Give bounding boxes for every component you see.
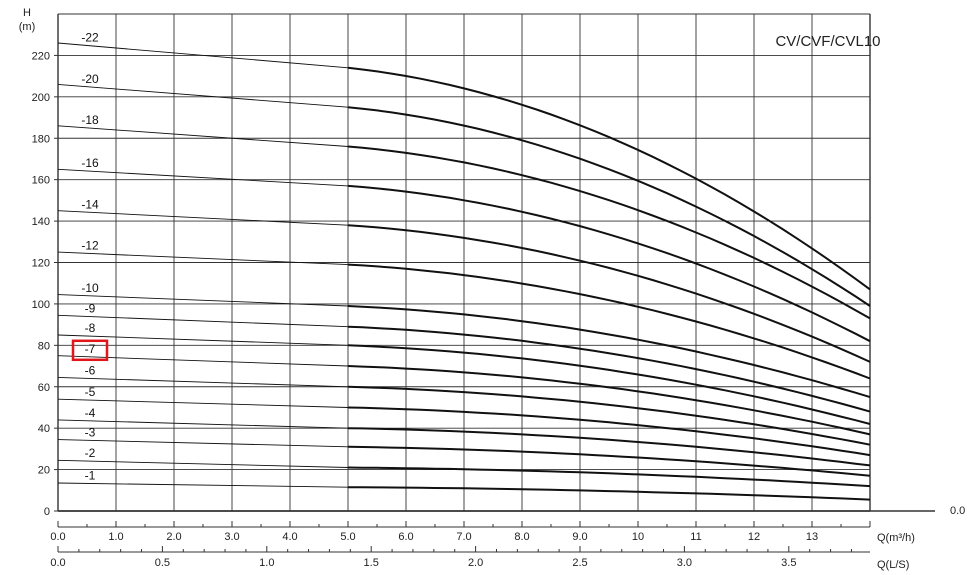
- curve-label-n5: -5: [85, 385, 96, 399]
- curve-n4: [347, 427, 871, 467]
- curve-n7: [347, 365, 871, 436]
- curve-label-n10: -10: [81, 281, 99, 295]
- curve-n12: [347, 263, 871, 380]
- curve-label-n1: -1: [85, 469, 96, 483]
- curve-label-n16: -16: [81, 156, 99, 170]
- x-tick-label-m3h: 5.0: [340, 531, 355, 543]
- y-tick-label: 120: [32, 258, 50, 270]
- y-tick-label: 40: [38, 423, 50, 435]
- curve-low-flow-n8: [57, 334, 349, 346]
- x-tick-label-ls: 2.5: [572, 557, 587, 569]
- curve-low-flow-n9: [57, 314, 349, 328]
- x-tick-label-m3h: 7.0: [456, 531, 471, 543]
- curve-low-flow-n3: [57, 439, 349, 448]
- x-tick-label-m3h: 4.0: [282, 531, 297, 543]
- curve-low-flow-n14: [57, 210, 349, 226]
- curve-n3: [347, 445, 871, 477]
- curve-n10: [347, 305, 871, 399]
- curve-low-flow-n1: [57, 482, 349, 488]
- x-tick-label-ls: 0.5: [155, 557, 170, 569]
- curve-n9: [347, 325, 871, 413]
- y-tick-label: 60: [38, 382, 50, 394]
- x-tick-label-m3h: 1.0: [108, 531, 123, 543]
- curves: [57, 42, 871, 501]
- curve-n14: [347, 224, 871, 363]
- curve-label-n8: -8: [85, 321, 96, 335]
- curve-n2: [347, 466, 871, 488]
- curve-n6: [347, 385, 871, 446]
- y-tick-label: 80: [38, 340, 50, 352]
- curve-label-n4: -4: [85, 406, 96, 420]
- x-tick-label-ls: 2.0: [468, 557, 483, 569]
- curve-low-flow-n10: [57, 294, 349, 307]
- x-tick-label-ls: 3.0: [677, 557, 692, 569]
- right-tick-label: 0.0: [950, 505, 965, 517]
- curve-label-n6: -6: [85, 364, 96, 378]
- curve-label-n18: -18: [81, 113, 99, 127]
- x-tick-label-m3h: 3.0: [224, 531, 239, 543]
- x-axis-label-m3h: Q(m³/h): [877, 532, 915, 544]
- y-axis-label: H: [23, 7, 31, 19]
- curve-n18: [347, 145, 871, 320]
- curve-labels: -1 -2 -3 -4 -5 -6 -7 -8 -9 -10 -12 -14 -16 -18 -20 -22: [71, 31, 109, 483]
- x-tick-label-m3h: 6.0: [398, 531, 413, 543]
- curve-low-flow-n20: [57, 83, 349, 108]
- highlight-box: [71, 339, 109, 362]
- x-tick-label-m3h: 8.0: [514, 531, 529, 543]
- curve-low-flow-n16: [57, 168, 349, 187]
- curve-low-flow-n18: [57, 125, 349, 147]
- x-tick-label-m3h: 13: [806, 531, 818, 543]
- curve-label-n22: -22: [81, 31, 99, 45]
- curve-label-n12: -12: [81, 239, 99, 253]
- curve-low-flow-n22: [57, 42, 349, 69]
- curve-low-flow-n12: [57, 251, 349, 266]
- grid: [57, 13, 935, 512]
- curve-label-n3: -3: [85, 425, 96, 439]
- y-tick-label: 100: [32, 299, 50, 311]
- curve-label-n7: -7: [85, 342, 96, 356]
- curve-low-flow-n4: [57, 419, 349, 429]
- curve-label-n20: -20: [81, 72, 99, 86]
- curve-n5: [347, 406, 871, 457]
- y-tick-label: 200: [32, 92, 50, 104]
- curve-n22: [347, 66, 871, 291]
- x-tick-label-m3h: 10: [632, 531, 644, 543]
- curve-n20: [347, 106, 871, 307]
- curve-n8: [347, 344, 871, 425]
- x-tick-label-m3h: 9.0: [572, 531, 587, 543]
- curve-low-flow-n2: [57, 459, 349, 468]
- x-tick-label-m3h: 12: [748, 531, 760, 543]
- y-tick-label: 20: [38, 465, 50, 477]
- y-tick-label: 0: [44, 506, 50, 518]
- x-axis-label-ls: Q(L/S): [877, 559, 909, 571]
- x-tick-label-ls: 0.0: [50, 557, 65, 569]
- curve-low-flow-n5: [57, 398, 349, 408]
- curve-label-n2: -2: [85, 446, 96, 460]
- y-tick-label: 160: [32, 175, 50, 187]
- curve-low-flow-n6: [57, 376, 349, 388]
- y-tick-label: 140: [32, 216, 50, 228]
- y-tick-label: 180: [32, 133, 50, 145]
- x-tick-label-ls: 1.5: [364, 557, 379, 569]
- x-tick-label-m3h: 0.0: [50, 531, 65, 543]
- y-axis-unit: (m): [19, 21, 36, 33]
- x-tick-label-m3h: 2.0: [166, 531, 181, 543]
- curve-label-n14: -14: [81, 197, 99, 211]
- curve-n16: [347, 184, 871, 343]
- y-tick-label: 220: [32, 50, 50, 62]
- curve-n1: [347, 486, 871, 501]
- x-tick-label-ls: 3.5: [781, 557, 796, 569]
- x-tick-label-ls: 1.0: [259, 557, 274, 569]
- chart-title: CV/CVF/CVL10: [775, 33, 880, 50]
- axes: 0 20 40 60 80 100 120 140 160 180 200 220 0.0 1.0 2.0 3…: [32, 50, 871, 569]
- x-tick-label-m3h: 11: [690, 531, 701, 543]
- curve-label-n9: -9: [85, 302, 96, 316]
